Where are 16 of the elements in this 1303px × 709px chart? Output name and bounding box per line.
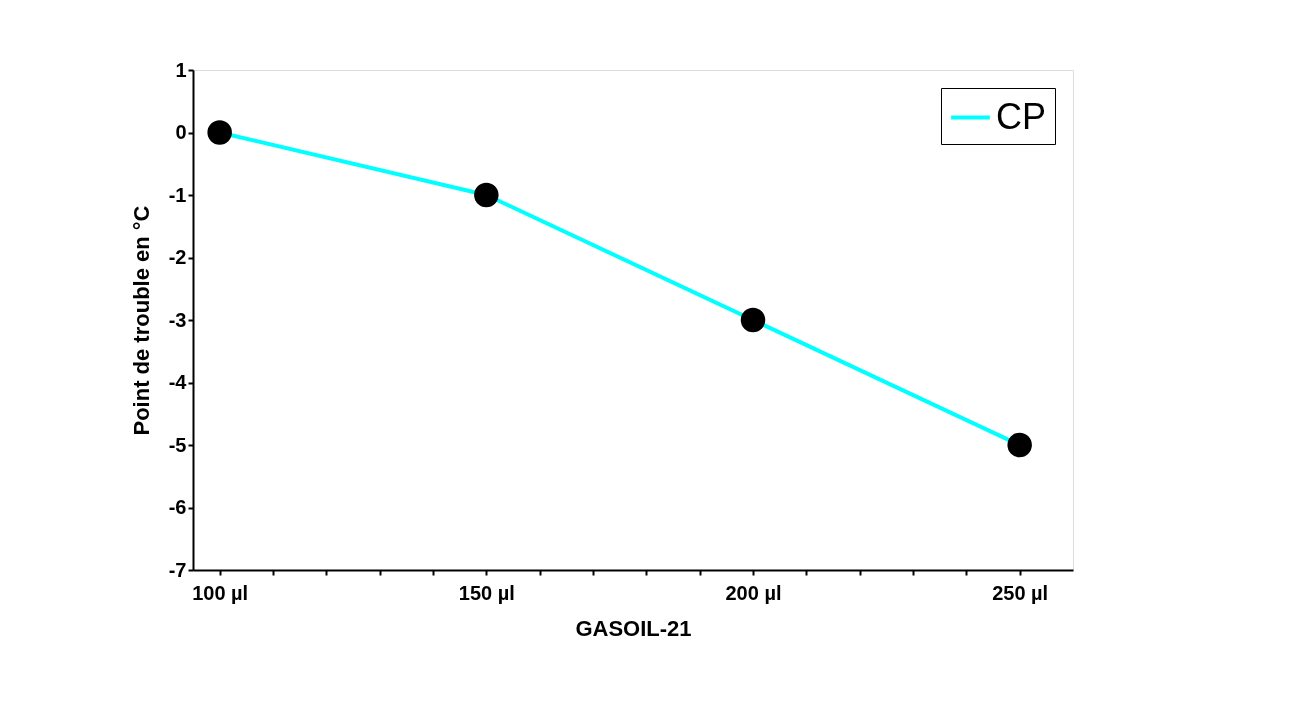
y-tick-label: 0 xyxy=(175,121,187,143)
y-axis-title: Point de trouble en °C xyxy=(128,205,154,436)
x-axis-title: GASOIL-21 xyxy=(575,615,692,641)
y-tick-label: -5 xyxy=(168,433,187,456)
x-tick-label: 100 µl xyxy=(192,581,249,604)
y-tick-label: -6 xyxy=(168,496,187,518)
y-tick-label: 1 xyxy=(175,58,187,81)
y-tick-label: -2 xyxy=(168,246,187,268)
y-tick-label: -1 xyxy=(168,183,187,206)
legend-label: CP xyxy=(996,95,1047,137)
x-tick-label: 150 µl xyxy=(458,581,515,604)
x-tick-label: 200 µl xyxy=(725,581,782,604)
x-tick-label: 250 µl xyxy=(992,581,1049,604)
y-tick-label: -7 xyxy=(168,558,187,581)
y-tick-label: -3 xyxy=(168,308,187,331)
y-tick-label: -4 xyxy=(168,371,188,393)
